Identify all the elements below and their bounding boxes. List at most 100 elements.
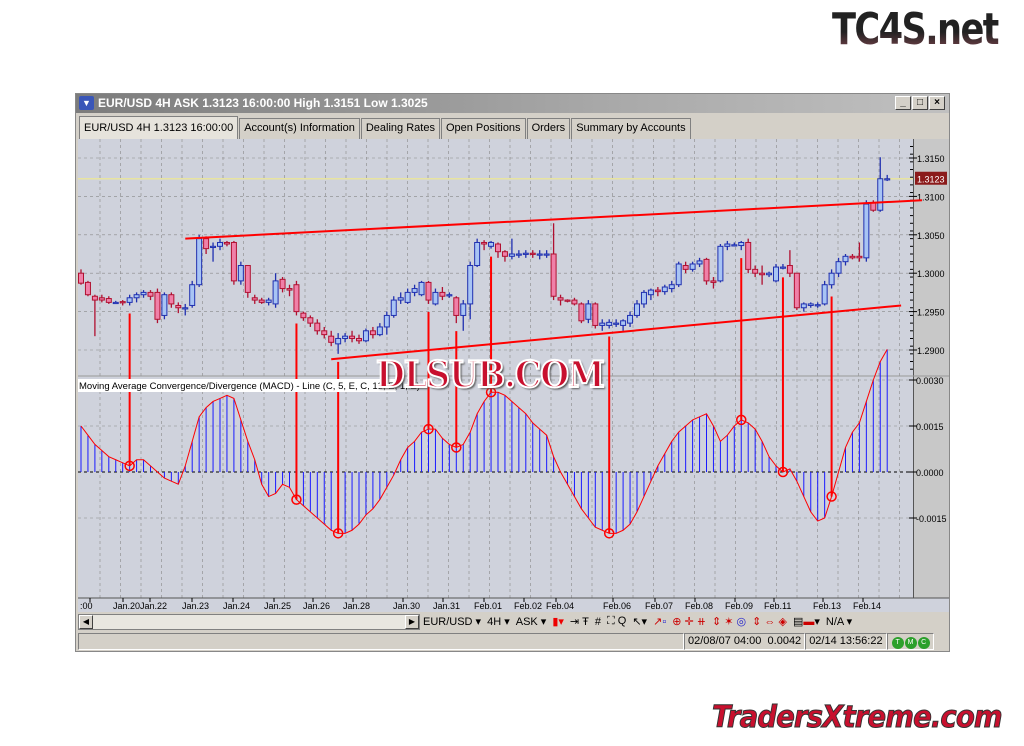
bull-candle [210,245,217,249]
bull-candle [133,294,140,299]
bull-candle [779,266,786,269]
bull-candle [821,284,828,305]
bull-candle [606,321,613,326]
bear-candle [251,297,258,301]
bull-candle [863,203,870,259]
bull-candle [634,303,640,316]
bull-candle [585,303,592,320]
scroll-right-icon[interactable]: ▶ [405,614,419,629]
signal-circle-icon [423,423,434,435]
price-tick-label: 1.3000 [917,269,945,279]
properties-icon[interactable]: ▤▬▾ [792,616,820,628]
side-select[interactable]: ASK ▾ [515,616,547,628]
settings-icon[interactable]: ⇕ ⇔ ◈ [752,616,787,628]
minimize-button[interactable]: _ [895,96,911,110]
bear-candle [168,294,175,305]
bear-candle [314,322,321,332]
tab-dealing-rates[interactable]: Dealing Rates [360,118,440,139]
bear-candle [91,295,98,301]
bear-candle [759,272,766,276]
bull-candle [467,265,474,305]
connection-led-icon: C [917,637,930,649]
bear-candle [300,312,307,319]
time-tick-label: Feb.09 [725,601,753,611]
bull-candle [272,280,279,305]
trendline [331,304,902,361]
symbol-select[interactable]: EUR/USD ▾ [423,616,482,628]
maximize-button[interactable]: □ [912,96,928,110]
cursor-value: 0.0042 [767,635,802,647]
crosshair-icon[interactable]: ⇥ Ŧ [569,616,589,628]
bull-candle [807,303,814,306]
time-tick-label: Jan.20 [113,601,140,611]
tab-orders[interactable]: Orders [526,118,571,139]
time-tick-label: :00 [80,601,93,611]
macd-line [80,349,888,534]
scroll-left-icon[interactable]: ◀ [79,614,93,629]
bull-candle [265,299,272,303]
time-tick-label: Feb.14 [853,601,881,611]
bull-candle [161,294,168,316]
bear-candle [147,291,154,297]
draw-icon[interactable]: ↗▫ [653,616,667,628]
bear-candle [703,258,710,282]
bull-candle [488,241,495,247]
chart-area[interactable]: 1.3150 1.3100 1.3050 1.3000 1.2950 1.2900 0.00… [78,139,949,612]
grid-icon[interactable]: # [594,615,602,628]
macd-tick-label: 0.0030 [916,376,944,386]
period-select[interactable]: 4H ▾ [487,616,510,628]
bull-candle [189,284,196,306]
price-tick-label: 1.2900 [917,346,945,356]
bear-candle [793,272,800,309]
bear-candle [654,289,661,293]
time-tick-label: Jan.28 [343,601,370,611]
tab-summary-by-accounts[interactable]: Summary by Accounts [571,118,691,139]
bear-candle [328,335,335,343]
bear-candle [856,255,863,259]
price-tick-label: 1.2950 [917,308,945,318]
bull-candle [627,314,634,324]
signal-circle-icon [826,491,837,502]
bull-candle [675,263,682,286]
bull-candle [800,303,807,309]
bear-candle [592,303,599,326]
bear-candle [425,281,432,301]
time-tick-label: Feb.11 [764,601,791,611]
bull-candle [661,286,668,293]
bear-candle [786,265,793,274]
bull-candle [620,320,627,326]
bull-candle [112,301,119,305]
bear-candle [119,301,126,304]
bull-candle [613,322,620,325]
bear-candle [154,291,161,320]
bear-candle [84,281,91,296]
tab-accounts-information[interactable]: Account(s) Information [239,118,360,139]
na-select[interactable]: N/A ▾ [825,616,853,628]
zoom-in-icon[interactable]: ⊕ ✛ ⧺ [672,616,706,628]
close-button[interactable]: × [929,96,945,110]
tab-chart[interactable]: EUR/USD 4H 1.3123 16:00:00 [79,116,239,139]
bear-candle [175,304,182,309]
tab-open-positions[interactable]: Open Positions [440,118,526,139]
bear-candle [293,284,300,313]
candle-icon[interactable]: ▮▾ [552,616,564,628]
bull-candle [418,281,425,296]
time-tick-label: Jan.25 [264,601,291,611]
bull-candle [814,304,821,307]
bull-candle [647,289,654,296]
zoom-icon[interactable]: ⛶ Q [607,615,627,627]
bear-candle [286,288,293,291]
horizontal-scrollbar[interactable]: ◀ ▶ [78,613,420,630]
bull-candle [126,297,133,303]
signal-circle-icon [451,442,462,453]
time-tick-label: Feb.06 [603,601,631,611]
signal-circle-icon [603,528,615,539]
fibo-icon[interactable]: ⇕ ✶ ◎ [711,616,747,628]
bear-candle [321,330,328,336]
bull-candle [766,272,773,276]
bull-candle [884,178,891,181]
cursor-icon[interactable]: ↖▾ [632,616,648,628]
bear-candle [550,253,557,297]
bear-candle [244,265,251,293]
time-tick-label: Feb.01 [474,601,502,611]
